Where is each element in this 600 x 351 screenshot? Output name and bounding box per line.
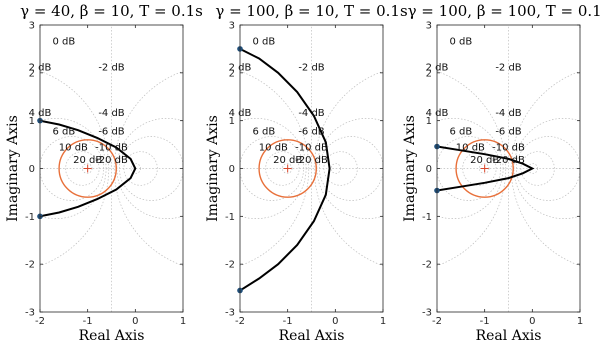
x-tick-label: -1 [283,316,293,327]
m-circle-grid [65,151,100,186]
db-grid-label: -2 dB [298,63,324,74]
db-grid-label: -10 dB [295,142,328,153]
db-grid-label: 10 dB [456,142,485,153]
y-tick-label: 3 [229,21,235,32]
y-tick-label: -1 [25,212,35,223]
y-tick-label: -3 [422,308,432,319]
y-tick-label: -3 [225,308,235,319]
plot-area [437,25,580,312]
y-tick-label: 2 [229,68,235,79]
y-tick-label: -3 [25,308,35,319]
x-tick-label: -1 [480,316,490,327]
m-circle-grid [40,70,110,267]
y-tick-label: 3 [29,21,35,32]
db-grid-label: 10 dB [59,142,88,153]
m-circle-grid [40,136,104,201]
y-axis-label: Imaginary Axis [402,115,418,222]
db-grid-label: -2 dB [98,63,124,74]
stability-circle [258,139,317,198]
y-axis-label: Imaginary Axis [5,115,21,222]
x-tick-label: -2 [35,316,45,327]
m-circle-grid [437,118,504,219]
nyquist-curve [437,145,535,192]
m-circle-grid [516,136,580,201]
nyquist-curve [240,48,331,292]
db-grid-label: -10 dB [95,142,128,153]
db-grid-label: -20 dB [492,155,525,166]
db-grid-label: -4 dB [298,108,324,119]
x-tick-label: 0 [332,316,338,327]
db-grid-label: -4 dB [495,108,521,119]
db-grid-label: -20 dB [95,155,128,166]
y-tick-label: -2 [25,260,35,271]
stability-circle [455,139,514,198]
plot-area [40,25,183,312]
y-tick-label: 1 [29,116,35,127]
m-circle-grid [437,136,501,201]
y-tick-label: 1 [426,116,432,127]
chart-title: γ = 40, β = 10, T = 0.1s [20,2,203,20]
x-axis-label: Real Axis [476,328,542,344]
y-tick-label: 0 [426,164,432,175]
stability-circle [58,139,117,198]
y-tick-label: -2 [225,260,235,271]
db-grid-label: 20 dB [73,155,102,166]
y-tick-label: 2 [29,68,35,79]
x-tick-label: 0 [132,316,138,327]
x-tick-label: 0 [529,316,535,327]
db-grid-label: -6 dB [98,127,124,138]
db-grid-label: -20 dB [295,155,328,166]
y-tick-label: -1 [422,212,432,223]
y-tick-label: -2 [422,260,432,271]
m-circle-grid [40,118,107,219]
x-tick-label: -1 [83,316,93,327]
y-tick-label: 1 [229,116,235,127]
m-circle-grid [240,70,310,267]
y-tick-label: 0 [229,164,235,175]
y-tick-label: 2 [426,68,432,79]
db-grid-label: 6 dB [52,127,75,138]
m-circle-grid [510,70,580,267]
m-circle-grid [240,118,307,219]
critical-point-marker [480,164,489,173]
db-grid-label: -10 dB [492,142,525,153]
db-grid-label: 20 dB [273,155,302,166]
db-grid-label: 0 dB [52,36,75,47]
db-grid-label: -2 dB [495,63,521,74]
plot-area [240,25,383,312]
x-tick-label: 1 [180,316,186,327]
x-tick-label: -2 [235,316,245,327]
db-grid-label: 20 dB [470,155,499,166]
db-grid-label: 6 dB [449,127,472,138]
x-tick-label: 1 [577,316,583,327]
critical-point-marker [83,164,92,173]
nyquist-curve [40,119,137,218]
db-grid-label: 0 dB [449,36,472,47]
y-axis-label: Imaginary Axis [205,115,221,222]
x-axis-label: Real Axis [79,328,145,344]
m-circle-grid [119,136,183,201]
db-grid-label: -6 dB [298,127,324,138]
critical-point-marker [283,164,292,173]
y-tick-label: 0 [29,164,35,175]
chart-title: γ = 100, β = 100, T = 0.1s [408,2,600,20]
m-circle-grid [437,70,507,267]
y-tick-label: 3 [426,21,432,32]
db-grid-label: -6 dB [495,127,521,138]
y-tick-label: -1 [225,212,235,223]
db-grid-label: 10 dB [259,142,288,153]
x-tick-label: 1 [380,316,386,327]
x-axis-label: Real Axis [279,328,345,344]
m-circle-grid [240,136,304,201]
db-grid-label: 6 dB [252,127,275,138]
m-circle-grid [265,151,300,186]
db-grid-label: -4 dB [98,108,124,119]
x-tick-label: -2 [432,316,442,327]
chart-title: γ = 100, β = 10, T = 0.1s [215,2,407,20]
db-grid-label: 0 dB [252,36,275,47]
